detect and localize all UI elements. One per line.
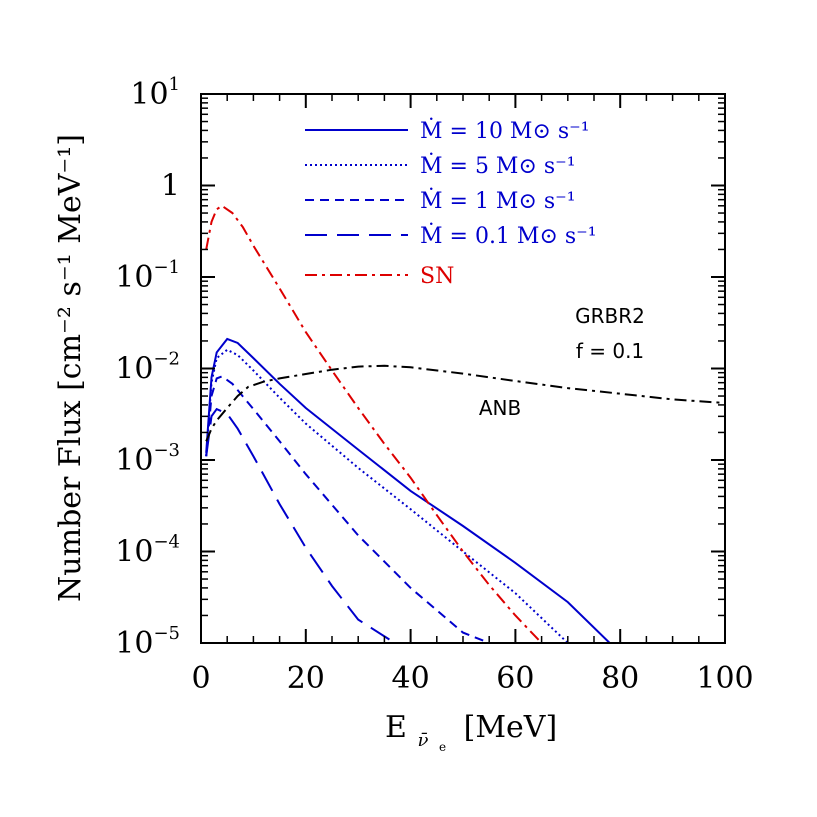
y-tick-label: 1 (161, 169, 180, 204)
series-line-3 (205, 407, 396, 644)
x-tick-label: 100 (696, 661, 753, 696)
y-axis-title: Number Flux [cm⁻² s⁻¹ MeV⁻¹] (53, 134, 88, 602)
x-axis-title-unit: [MeV] (464, 710, 558, 745)
legend: Ṁ = 10 M⊙ s⁻¹ Ṁ = 5 M⊙ s⁻¹ Ṁ = 1 M⊙ s⁻¹ Ṁ =… (305, 117, 597, 289)
series-line-0 (205, 337, 611, 644)
x-tick-label: 60 (496, 661, 534, 696)
x-axis-title-main: E (385, 710, 407, 745)
x-tick-label: 40 (392, 661, 430, 696)
annotation-f: f = 0.1 (576, 339, 644, 363)
ticks-layer (200, 93, 726, 644)
series-line-5 (205, 364, 726, 442)
legend-label-1: Ṁ = 5 M⊙ s⁻¹ (420, 152, 576, 179)
legend-items: Ṁ = 10 M⊙ s⁻¹ Ṁ = 5 M⊙ s⁻¹ Ṁ = 1 M⊙ s⁻¹ Ṁ =… (305, 117, 597, 289)
x-tick-label: 20 (287, 661, 325, 696)
series-line-4 (205, 204, 543, 644)
y-tick-label: 10−5 (115, 623, 180, 661)
x-axis-title: E ν̄ e [MeV] (385, 710, 557, 759)
y-tick-label: 10−3 (115, 440, 180, 478)
legend-label-0: Ṁ = 10 M⊙ s⁻¹ (420, 117, 590, 144)
annotation-model: GRBR2 (575, 304, 645, 328)
legend-label-3: Ṁ = 0.1 M⊙ s⁻¹ (420, 222, 597, 249)
y-tick-label: 10−1 (115, 257, 180, 295)
series-layer (205, 204, 726, 644)
y-tick-label: 101 (130, 74, 180, 112)
x-tick-label: 0 (191, 661, 210, 696)
annotation-anb: ANB (479, 396, 521, 420)
labels-layer: 0 20 40 60 80 100 10−5 10−4 10−3 10−2 10−1 1 101 (115, 74, 753, 696)
series-line-1 (205, 348, 569, 644)
svg-text:E ν̄ e [MeV]: E ν̄ e [MeV] (385, 710, 557, 759)
x-axis-title-sub: ν̄ (417, 730, 428, 751)
series-line-2 (205, 375, 490, 644)
y-tick-label: 10−2 (115, 349, 180, 387)
legend-label-4: SN (420, 264, 454, 289)
x-axis-title-sub2: e (439, 740, 446, 754)
y-tick-label: 10−4 (115, 532, 180, 570)
x-tick-label: 80 (601, 661, 639, 696)
legend-label-2: Ṁ = 1 M⊙ s⁻¹ (420, 187, 576, 214)
